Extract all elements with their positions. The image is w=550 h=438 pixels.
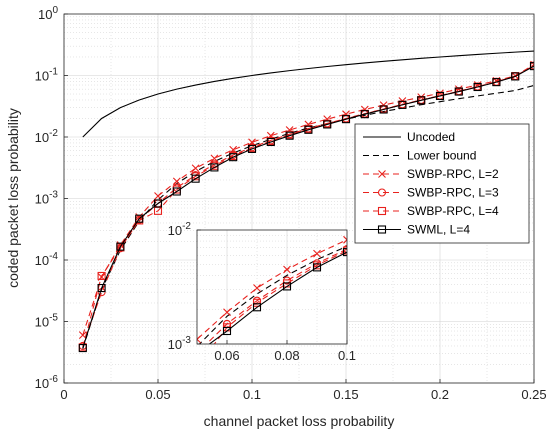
series-line-uncoded [82,50,534,138]
inset-series-marker-swml-l-4 [222,326,232,336]
series-marker-swml-l-4 [229,153,238,162]
legend-marker-swbp-rpc-l-3 [377,188,387,197]
inset-series-marker-swbp-rpc-l-2 [313,249,321,258]
series-marker-swml-l-4 [304,125,313,134]
inset-series-line-swbp-rpc-l-2 [197,239,347,341]
inset-plot-area [197,230,347,344]
series-marker-swml-l-4 [511,72,520,81]
inset-x-tick-label: 0.1 [338,348,356,363]
y-tick-label: 10-3 [35,190,59,207]
series-marker-swbp-rpc-l-2 [191,164,200,173]
inset-series-marker-swml-l-4 [282,282,292,291]
inset-series-line-swbp-rpc-l-4 [213,249,347,344]
inset-series-line-swbp-rpc-l-3 [205,248,347,344]
legend-label-swml-l-4: SWML, L=4 [407,223,470,237]
inset-series-marker-swbp-rpc-l-2 [197,335,201,344]
series-marker-swbp-rpc-l-2 [210,154,219,163]
inset-axes: 0.06 0.08 0.1 10-3 10-2 [168,221,356,363]
legend-label-lower-bound: Lower bound [407,149,476,163]
series-marker-swml-l-4 [116,242,125,251]
y-axis-label: coded packet loss probability [5,108,21,288]
y-tick-label: 10-5 [35,313,59,330]
series-marker-swml-l-4 [341,115,351,124]
series-marker-swml-l-4 [454,87,463,96]
legend-label-swbp-rpc-l-3: SWBP-RPC, L=3 [407,186,499,200]
legend-marker-swbp-rpc-l-2 [378,170,386,178]
series-marker-swml-l-4 [153,199,163,208]
x-tick-label: 0.1 [243,387,261,402]
series-marker-swml-l-4 [247,144,257,153]
series-marker-swml-l-4 [379,105,388,114]
inset-series-line-lower-bound [198,245,347,344]
series-marker-swml-l-4 [285,131,294,140]
series-marker-swml-l-4 [191,174,200,183]
inset-series-marker-swbp-rpc-l-2 [253,284,261,292]
x-axis-label: channel packet loss probability [204,413,395,429]
inset-series-marker-swbp-rpc-l-2 [223,308,231,317]
series-line-lower-bound [82,84,534,349]
y-tick-label: 10-4 [35,251,59,268]
inset-series-group [197,235,347,344]
inset-series-marker-swml-l-4 [252,303,262,312]
series-marker-swbp-rpc-l-4 [97,271,106,281]
series-marker-swml-l-4 [323,120,332,129]
series-marker-swml-l-4 [529,62,534,71]
series-marker-swbp-rpc-l-2 [360,105,369,114]
x-tick-label: 0.2 [431,387,449,402]
inset-y-tick-label: 10-3 [168,335,192,352]
series-marker-swml-l-4 [398,100,407,109]
x-tick-label: 0.25 [521,387,546,402]
legend-marker-swml-l-4 [377,225,387,234]
series-marker-swml-l-4 [78,344,87,353]
series-marker-swml-l-4 [417,96,426,105]
series-marker-swml-l-4 [492,78,501,87]
series-marker-swml-l-4 [210,163,219,172]
inset-series-marker-swbp-rpc-l-2 [343,235,347,244]
y-tick-label: 10-6 [35,374,59,391]
series-marker-swbp-rpc-l-2 [342,110,350,119]
legend-label-uncoded: Uncoded [407,130,455,144]
series-marker-swml-l-4 [266,137,275,147]
x-tick-label: 0.05 [145,387,170,402]
legend-label-swbp-rpc-l-2: SWBP-RPC, L=2 [407,167,499,181]
inset-series-marker-swbp-rpc-l-2 [283,265,291,274]
y-tick-label: 100 [38,5,58,22]
axis-ticks: 0 0.05 0.1 0.15 0.2 0.25 10-6 10-5 10-4 10-3 10-2 1… [35,5,547,402]
inset-x-tick-label: 0.08 [274,348,299,363]
inset-x-tick-label: 0.06 [214,348,239,363]
y-tick-label: 10-2 [35,128,59,145]
inset-series-marker-swml-l-4 [342,248,347,257]
series-marker-swml-l-4 [172,187,181,196]
series-marker-swml-l-4 [97,283,106,293]
legend: Uncoded Lower bound SWBP-RPC, L=2 SWBP-RPC,… [354,123,530,244]
inset-series-line-swml-l-4 [208,251,347,344]
series-marker-swml-l-4 [135,214,144,223]
series-marker-swml-l-4 [473,82,482,92]
legend-marker-swbp-rpc-l-4 [377,206,387,216]
x-tick-label: 0.15 [333,387,358,402]
series-marker-swml-l-4 [435,91,445,101]
inset-axis-ticks: 0.06 0.08 0.1 10-3 10-2 [168,221,356,363]
legend-box [354,123,530,244]
inset-y-tick-label: 10-2 [168,221,192,238]
series-line-swml-l-4 [82,65,534,349]
series-marker-swbp-rpc-l-2 [154,192,162,200]
inset-frame [196,229,348,345]
series-group [78,50,534,353]
x-tick-label: 0 [60,387,67,402]
inset-series-marker-swml-l-4 [312,263,322,272]
legend-label-swbp-rpc-l-4: SWBP-RPC, L=4 [407,204,499,218]
series-marker-swml-l-4 [360,110,369,119]
inset-series-marker-swbp-rpc-l-4 [252,298,262,307]
series-marker-swbp-rpc-l-2 [172,177,181,186]
y-tick-label: 10-1 [35,67,59,84]
